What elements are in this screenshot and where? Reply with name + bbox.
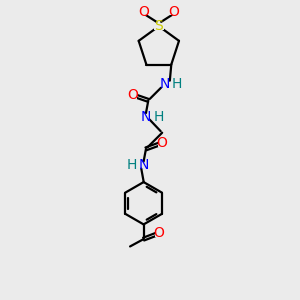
Text: N: N xyxy=(159,77,170,91)
Text: H: H xyxy=(172,77,182,91)
Text: N: N xyxy=(141,110,151,124)
FancyBboxPatch shape xyxy=(154,22,164,30)
FancyBboxPatch shape xyxy=(129,92,137,99)
Text: O: O xyxy=(154,226,164,240)
FancyBboxPatch shape xyxy=(140,8,147,15)
Text: O: O xyxy=(157,136,168,150)
Text: O: O xyxy=(128,88,139,102)
Text: N: N xyxy=(138,158,149,172)
FancyBboxPatch shape xyxy=(170,8,178,15)
Text: H: H xyxy=(127,158,137,172)
Text: O: O xyxy=(138,4,149,19)
FancyBboxPatch shape xyxy=(155,230,163,237)
Text: O: O xyxy=(169,4,180,19)
Text: H: H xyxy=(153,110,164,124)
FancyBboxPatch shape xyxy=(158,140,166,146)
Text: S: S xyxy=(154,19,163,33)
